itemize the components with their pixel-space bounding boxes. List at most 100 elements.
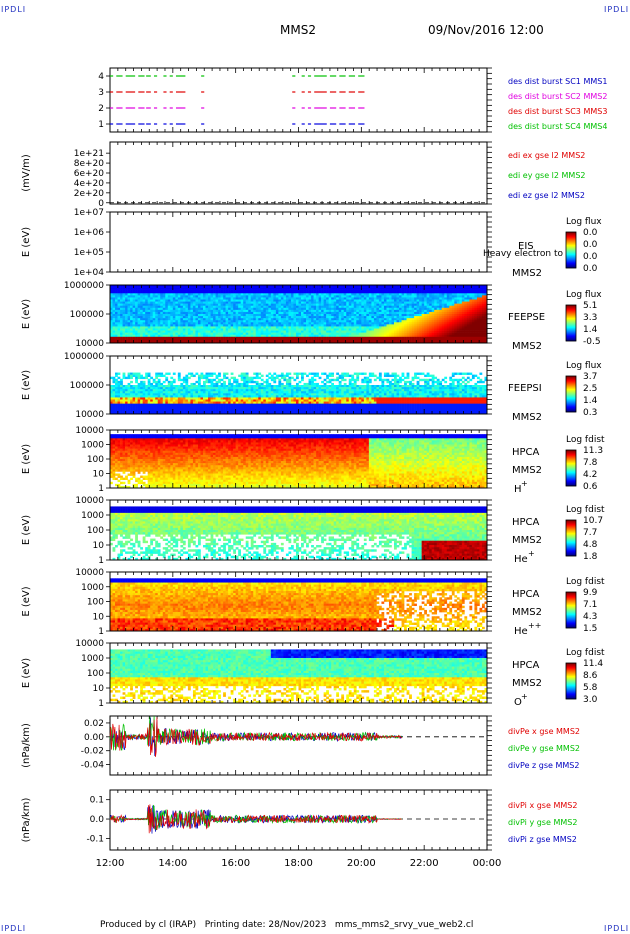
panel-divpe-legend-entry: divPe z gse MMS2 <box>508 761 579 770</box>
panel-divpi-series-x <box>109 804 402 834</box>
panel-eis-right-axis-ticks <box>487 211 492 273</box>
panel-eis-ytick-label: 1e+05 <box>74 248 104 258</box>
panel-hpca-he2-colorbar-title: Log fdist <box>566 577 605 587</box>
panel-hpca-o-right-axis-ticks <box>487 642 492 704</box>
panel-hpca-he1-colorbar-frame <box>565 519 577 557</box>
x-axis-tick-label: 12:00 <box>96 858 125 869</box>
panel-hpca-he2-spacecraft-label: MMS2 <box>512 607 542 618</box>
panel-burst-ytick-label: 3 <box>98 88 104 98</box>
panel-eis-colorbar-tick: 0.0 <box>583 240 598 250</box>
panel-feeps-i-spectrogram <box>110 372 488 415</box>
panel-hpca-he2-colorbar-tick: 1.5 <box>583 624 597 634</box>
panel-hpca-he1-colorbar-title: Log fdist <box>566 505 605 515</box>
panel-hpca-he2-species-label: He <box>514 626 528 637</box>
panel-feeps-e-minor-ticks <box>109 285 488 343</box>
panel-feeps-i-spacecraft-label: MMS2 <box>512 412 542 423</box>
panel-hpca-he1-spectrogram <box>110 506 488 561</box>
panel-burst-frame <box>109 67 488 133</box>
panel-divpe-minor-ticks <box>109 716 488 775</box>
panel-hpca-he2-minor-ticks <box>109 572 488 631</box>
x-axis-tick-label: 20:00 <box>347 858 376 869</box>
burst-legend-entry: des dist burst SC4 MMS4 <box>508 122 607 131</box>
panel-hpca-he2-instrument-label: HPCA <box>512 589 540 600</box>
panel-hpca-he1-species-label: He <box>514 554 528 565</box>
panel-divpe-legend-entry: divPe y gse MMS2 <box>508 744 580 753</box>
panel-hpca-he2-ytick-label: 10 <box>93 612 105 622</box>
panel-feeps-i-instrument-label: FEEPSI <box>508 383 542 394</box>
panel-hpca-h-ytick-label: 10 <box>93 470 105 480</box>
panel-hpca-he1-minor-ticks <box>109 500 488 560</box>
panel-divpi-ytick-label: 0.0 <box>90 815 105 825</box>
panel-hpca-he1-colorbar-tick: 7.7 <box>583 528 597 538</box>
panel-hpca-o-colorbar-tick: 5.8 <box>583 683 598 693</box>
edi-legend-entry: edi ez gse l2 MMS2 <box>508 191 585 200</box>
panel-divpe-frame <box>109 715 488 776</box>
edi-legend-entry: edi ex gse l2 MMS2 <box>508 151 585 160</box>
burst-legend-entry: des dist burst SC3 MMS3 <box>508 107 607 116</box>
panel-hpca-he1-ytick-label: 1 <box>98 556 104 566</box>
panel-edi-right-axis-ticks <box>487 141 492 205</box>
panel-hpca-o-ytick-label: 1 <box>98 699 104 709</box>
panel-hpca-h-colorbar-tick: 7.8 <box>583 458 598 468</box>
panel-hpca-h-instrument-label: HPCA <box>512 447 540 458</box>
panel-divpi-ytick-label: 0.1 <box>90 796 104 806</box>
panel-feeps-e-colorbar-frame <box>565 304 577 342</box>
panel-edi-ytick-label: 1e+21 <box>74 149 104 159</box>
panel-burst-ytick-label: 2 <box>98 104 104 114</box>
x-axis-tick-label: 22:00 <box>410 858 439 869</box>
panel-hpca-he2-ytick-label: 1000 <box>81 583 104 593</box>
panel-hpca-he1-colorbar-tick: 10.7 <box>583 516 603 526</box>
x-axis-tick-label: 00:00 <box>473 858 502 869</box>
panel-edi-ylabel: (mV/m) <box>21 154 32 192</box>
panel-eis-ytick-label: 1e+06 <box>74 228 105 238</box>
panel-hpca-h-colorbar-tick: 11.3 <box>583 446 603 456</box>
panel-hpca-o-ytick-label: 1000 <box>81 654 104 664</box>
panel-feeps-e-ytick-label: 100000 <box>70 310 105 320</box>
panel-edi-ytick-label: 6e+20 <box>74 169 105 179</box>
edi-legend-entry: edi ey gse l2 MMS2 <box>508 171 586 180</box>
panel-eis-colorbar-tick: 0.0 <box>583 264 598 274</box>
panel-hpca-o-colorbar-tick: 8.6 <box>583 671 598 681</box>
panel-divpe-ytick-label: 0.02 <box>84 719 104 729</box>
panel-divpe-right-axis-ticks <box>487 715 492 776</box>
panel-hpca-he2-spectrogram <box>110 578 488 632</box>
panel-hpca-o-spectrogram <box>110 649 488 704</box>
panel-hpca-he1-colorbar-tick: 1.8 <box>583 552 598 562</box>
panel-hpca-h-spacecraft-label: MMS2 <box>512 465 542 476</box>
panel-feeps-i-right-axis-ticks <box>487 355 492 415</box>
panel-hpca-h-ylabel: E (eV) <box>21 444 32 474</box>
panel-eis-ylabel: E (eV) <box>21 227 32 257</box>
panel-hpca-h-minor-ticks <box>109 430 488 488</box>
panel-hpca-h-right-axis-ticks <box>487 429 492 489</box>
panel-feeps-i-colorbar-frame <box>565 375 577 413</box>
panel-hpca-h-colorbar-tick: 4.2 <box>583 470 597 480</box>
panel-hpca-he1-ylabel: E (eV) <box>21 515 32 545</box>
panel-divpi-ytick-label: -0.1 <box>86 834 104 844</box>
panel-burst-ytick-label: 1 <box>98 120 104 130</box>
panel-eis-ytick-label: 1e+07 <box>74 208 104 218</box>
panel-hpca-he1-ytick-label: 100 <box>87 526 104 536</box>
panel-hpca-he2-colorbar <box>566 592 576 629</box>
panel-feeps-i-ylabel: E (eV) <box>21 370 32 400</box>
panel-feeps-i-ytick-label: 10000 <box>75 410 104 420</box>
corner-label-top-left: IPDLI <box>1 5 26 14</box>
panel-hpca-he2-species-charge: ++ <box>528 621 541 630</box>
panel-feeps-i-colorbar <box>566 376 576 413</box>
panel-divpi-minor-ticks <box>109 790 488 850</box>
corner-label-bottom-right: IPDLI <box>604 924 629 933</box>
panel-feeps-i-colorbar-tick: 3.7 <box>583 372 597 382</box>
panel-feeps-i-colorbar-tick: 1.4 <box>583 396 598 406</box>
panel-hpca-he2-right-axis-ticks <box>487 571 492 632</box>
panel-feeps-e-colorbar-tick: -0.5 <box>583 337 601 347</box>
panel-hpca-o-species-charge: + <box>521 692 528 701</box>
panel-eis-ytick-label: 1e+04 <box>74 268 105 278</box>
panel-feeps-e-instrument-label: FEEPSE <box>508 312 545 323</box>
panel-eis-instrument-label: EIS <box>518 241 534 252</box>
panel-feeps-i-ytick-label: 1000000 <box>64 352 104 362</box>
panel-hpca-he2-ylabel: E (eV) <box>21 586 32 616</box>
x-axis-tick-label: 18:00 <box>284 858 313 869</box>
panel-edi-frame <box>109 141 488 205</box>
panel-hpca-h-colorbar-tick: 0.6 <box>583 482 598 492</box>
panel-divpe-ytick-label: -0.04 <box>81 761 105 771</box>
panel-hpca-h-spectrogram <box>110 434 488 489</box>
